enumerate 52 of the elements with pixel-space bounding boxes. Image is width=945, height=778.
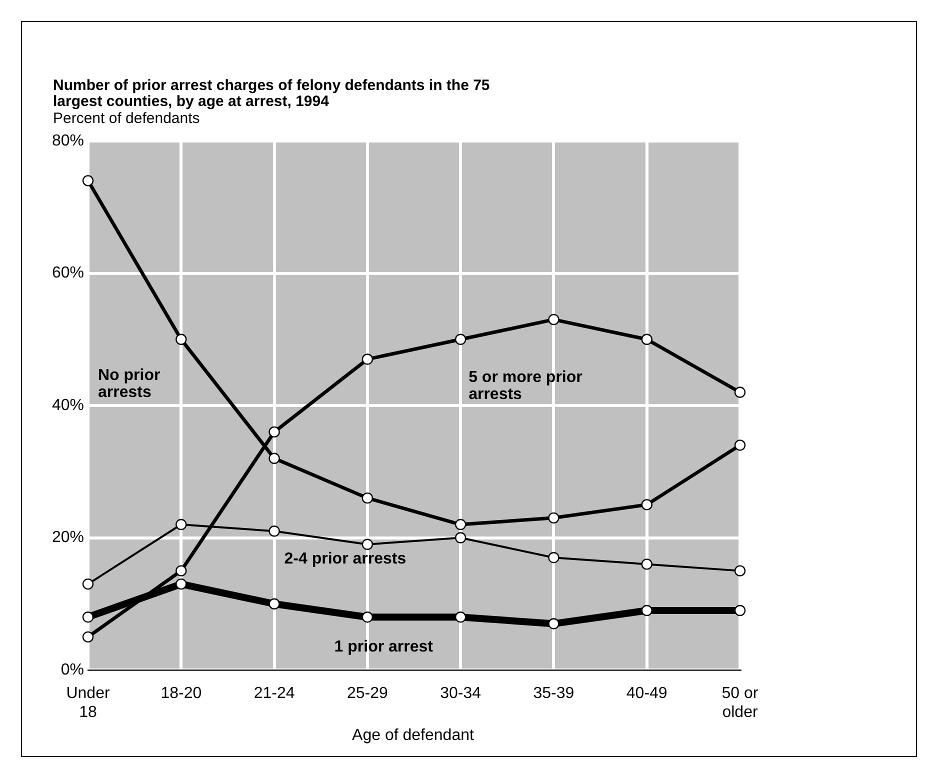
y-tick-label: 0% bbox=[60, 661, 84, 678]
point bbox=[734, 386, 746, 398]
point bbox=[176, 334, 187, 345]
x-tick-label: 25-29 bbox=[346, 685, 388, 702]
x-tick-label: 30-34 bbox=[440, 685, 482, 702]
point bbox=[734, 440, 746, 451]
point bbox=[176, 518, 187, 530]
y-axis-title: Percent of defendants bbox=[53, 110, 200, 127]
chart-title: Number of prior arrest charges of felony defendants in the 75 largest counties, by age at arrest, 1994 bbox=[53, 77, 491, 110]
point bbox=[268, 426, 280, 438]
point bbox=[268, 452, 280, 464]
point bbox=[641, 334, 652, 345]
point bbox=[454, 518, 466, 530]
point bbox=[548, 314, 560, 326]
point bbox=[454, 334, 466, 345]
point bbox=[82, 631, 94, 643]
y-tick-label: 20% bbox=[52, 529, 84, 546]
point bbox=[176, 578, 187, 590]
point bbox=[548, 552, 560, 564]
point bbox=[268, 598, 280, 610]
point bbox=[734, 604, 746, 616]
y-tick-label: 80% bbox=[52, 132, 84, 150]
point bbox=[82, 612, 94, 623]
x-tick-label: Under 18 bbox=[66, 685, 110, 722]
point bbox=[454, 532, 466, 544]
point bbox=[641, 604, 652, 616]
x-tick-label: 21-24 bbox=[254, 685, 295, 702]
x-tick-label: 18-20 bbox=[160, 685, 202, 702]
point bbox=[641, 558, 652, 570]
point bbox=[362, 612, 374, 623]
point bbox=[734, 565, 746, 576]
point bbox=[82, 175, 94, 186]
point bbox=[268, 526, 280, 537]
point bbox=[82, 578, 94, 590]
point bbox=[641, 499, 652, 510]
x-tick-label: 35-39 bbox=[533, 685, 574, 702]
series-label: 5 or more prior arrests bbox=[468, 368, 582, 403]
point bbox=[362, 538, 374, 550]
y-tick-label: 40% bbox=[52, 396, 84, 414]
point bbox=[548, 618, 560, 630]
point bbox=[548, 512, 560, 524]
point bbox=[176, 565, 187, 576]
y-tick-label: 60% bbox=[52, 264, 84, 282]
point bbox=[362, 492, 374, 504]
series-label: No prior arrests bbox=[98, 366, 160, 401]
point bbox=[454, 612, 466, 623]
x-tick-label: 50 or older bbox=[722, 685, 759, 722]
series-label: 1 prior arrest bbox=[334, 638, 434, 656]
series-label: 2-4 prior arrests bbox=[284, 550, 406, 568]
point bbox=[362, 354, 374, 365]
x-tick-label: 40-49 bbox=[626, 685, 668, 702]
x-axis-title: Age of defendant bbox=[351, 727, 475, 745]
